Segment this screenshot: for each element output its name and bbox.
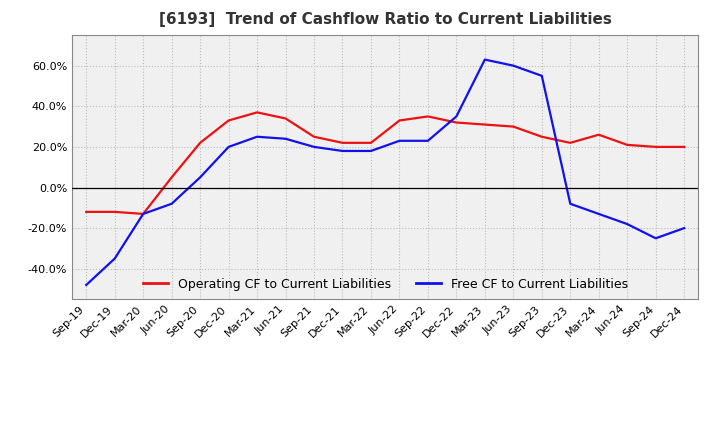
Free CF to Current Liabilities — [566, 201, 575, 206]
Operating CF to Current Liabilities — [282, 116, 290, 121]
Legend: Operating CF to Current Liabilities, Free CF to Current Liabilities: Operating CF to Current Liabilities, Fre… — [138, 273, 633, 296]
Free CF to Current Liabilities — [509, 63, 518, 68]
Operating CF to Current Liabilities — [196, 140, 204, 146]
Operating CF to Current Liabilities — [82, 209, 91, 215]
Free CF to Current Liabilities — [623, 221, 631, 227]
Operating CF to Current Liabilities — [167, 175, 176, 180]
Operating CF to Current Liabilities — [338, 140, 347, 146]
Free CF to Current Liabilities — [480, 57, 489, 62]
Operating CF to Current Liabilities — [537, 134, 546, 139]
Free CF to Current Liabilities — [139, 211, 148, 216]
Free CF to Current Liabilities — [225, 144, 233, 150]
Line: Free CF to Current Liabilities: Free CF to Current Liabilities — [86, 59, 684, 285]
Free CF to Current Liabilities — [110, 256, 119, 261]
Operating CF to Current Liabilities — [225, 118, 233, 123]
Operating CF to Current Liabilities — [623, 142, 631, 147]
Operating CF to Current Liabilities — [480, 122, 489, 127]
Operating CF to Current Liabilities — [110, 209, 119, 215]
Free CF to Current Liabilities — [423, 138, 432, 143]
Free CF to Current Liabilities — [366, 148, 375, 154]
Line: Operating CF to Current Liabilities: Operating CF to Current Liabilities — [86, 112, 684, 214]
Free CF to Current Liabilities — [680, 225, 688, 231]
Operating CF to Current Liabilities — [310, 134, 318, 139]
Free CF to Current Liabilities — [82, 282, 91, 288]
Free CF to Current Liabilities — [310, 144, 318, 150]
Operating CF to Current Liabilities — [595, 132, 603, 137]
Operating CF to Current Liabilities — [395, 118, 404, 123]
Operating CF to Current Liabilities — [253, 110, 261, 115]
Free CF to Current Liabilities — [196, 175, 204, 180]
Free CF to Current Liabilities — [537, 73, 546, 78]
Free CF to Current Liabilities — [595, 211, 603, 216]
Free CF to Current Liabilities — [282, 136, 290, 141]
Operating CF to Current Liabilities — [509, 124, 518, 129]
Operating CF to Current Liabilities — [366, 140, 375, 146]
Operating CF to Current Liabilities — [680, 144, 688, 150]
Operating CF to Current Liabilities — [139, 211, 148, 216]
Operating CF to Current Liabilities — [566, 140, 575, 146]
Free CF to Current Liabilities — [338, 148, 347, 154]
Free CF to Current Liabilities — [395, 138, 404, 143]
Free CF to Current Liabilities — [452, 114, 461, 119]
Free CF to Current Liabilities — [167, 201, 176, 206]
Operating CF to Current Liabilities — [452, 120, 461, 125]
Free CF to Current Liabilities — [253, 134, 261, 139]
Operating CF to Current Liabilities — [423, 114, 432, 119]
Title: [6193]  Trend of Cashflow Ratio to Current Liabilities: [6193] Trend of Cashflow Ratio to Curren… — [159, 12, 611, 27]
Operating CF to Current Liabilities — [652, 144, 660, 150]
Free CF to Current Liabilities — [652, 236, 660, 241]
